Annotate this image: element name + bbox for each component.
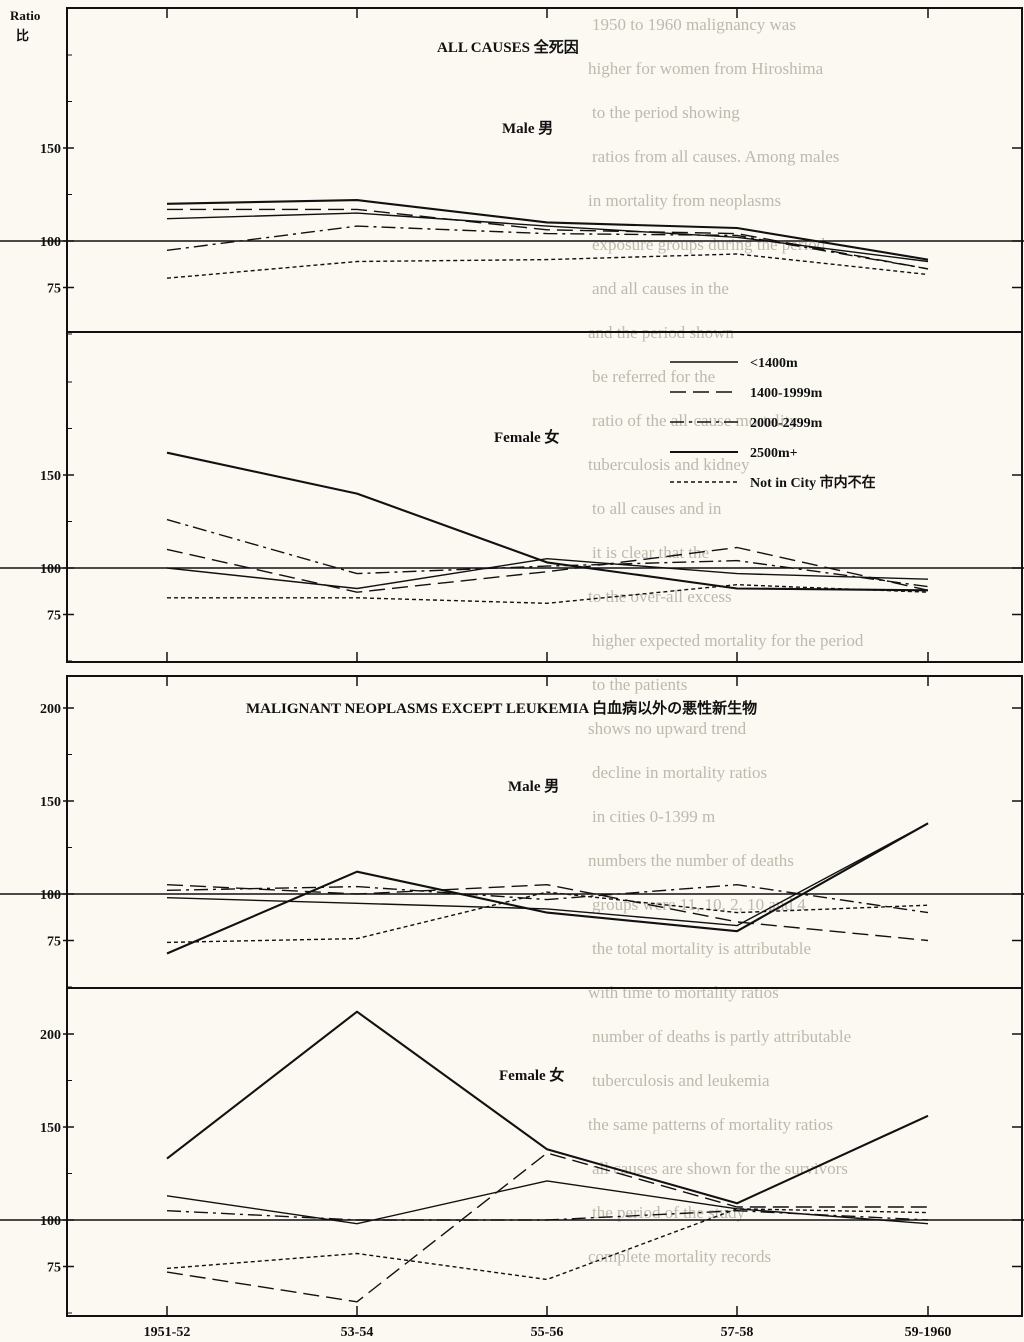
legend: <1400m 1400-1999m 2000-2499m 2500m+ Not in C… xyxy=(670,356,876,491)
background-page-text: 1950 to 1960 malignancy was higher for wo… xyxy=(588,15,864,1266)
series-line-4-3 xyxy=(166,1209,929,1221)
all-causes-female-label: Female 女 xyxy=(494,428,559,446)
all-causes-male-label: Male 男 xyxy=(502,120,553,137)
series-line-4-4 xyxy=(166,1010,929,1205)
x-tick-label: 55-56 xyxy=(531,1325,564,1340)
series-line-1-5 xyxy=(166,253,929,279)
y-tick-label: 150 xyxy=(40,142,61,157)
x-tick-label: 59-1960 xyxy=(905,1325,952,1340)
background-text-line: it is clear that the xyxy=(592,543,709,562)
background-text-line: decline in mortality ratios xyxy=(592,763,767,782)
series-line-3-5 xyxy=(166,891,929,944)
x-tick-label: 53-54 xyxy=(341,1325,374,1340)
y-tick-label: 75 xyxy=(47,282,61,297)
y-tick-label: 200 xyxy=(40,1028,61,1043)
y-tick-label: 150 xyxy=(40,1121,61,1136)
x-axis-labels: 1951-52 53-54 55-56 57-58 59-1960 xyxy=(144,1325,952,1340)
background-text-line: groups were 11, 10, 2, 10 and 4 xyxy=(592,895,806,914)
background-text-line: higher for women from Hiroshima xyxy=(588,59,824,78)
neoplasms-male-label: Male 男 xyxy=(508,778,559,795)
background-text-line: shows no upward trend xyxy=(588,719,747,738)
series-line-3-1 xyxy=(166,822,929,927)
series-line-3-2 xyxy=(166,884,929,942)
background-text-line: higher expected mortality for the period xyxy=(592,631,864,650)
y-tick-label: 75 xyxy=(47,609,61,624)
all-causes-title: ALL CAUSES 全死因 xyxy=(437,38,579,56)
background-text-line: in cities 0-1399 m xyxy=(592,807,715,826)
series-line-1-4 xyxy=(166,199,929,261)
neoplasms-title: MALIGNANT NEOPLASMS EXCEPT LEUKEMIA 白血病以… xyxy=(246,699,757,717)
legend-label: 1400-1999m xyxy=(750,386,823,401)
y-tick-label: 100 xyxy=(40,888,61,903)
y-tick-label: 75 xyxy=(47,1261,61,1276)
legend-label: Not in City 市内不在 xyxy=(750,474,876,491)
series-line-3-3 xyxy=(166,884,929,914)
background-text-line: number of deaths is partly attributable xyxy=(592,1027,851,1046)
neoplasms-female-label: Female 女 xyxy=(499,1066,564,1084)
y-axis-label-jp: 比 xyxy=(16,28,29,43)
series-line-2-4 xyxy=(166,451,929,592)
background-text-line: with time to mortality ratios xyxy=(588,983,779,1002)
series-line-4-5 xyxy=(166,1208,929,1281)
background-text-line: tuberculosis and leukemia xyxy=(592,1071,770,1090)
background-text-line: tuberculosis and kidney xyxy=(588,455,750,474)
background-text-line: the total mortality is attributable xyxy=(592,939,811,958)
legend-label: 2500m+ xyxy=(750,446,798,461)
background-text-line: the period of the study xyxy=(592,1203,745,1222)
series-line-2-5 xyxy=(167,584,929,604)
series-line-3-4 xyxy=(166,822,929,955)
y-tick-label: 100 xyxy=(40,562,61,577)
y-tick-label: 75 xyxy=(47,935,61,950)
background-text-line: ratio of the all-cause mortality xyxy=(592,411,798,430)
x-tick-label: 57-58 xyxy=(721,1325,754,1340)
background-text-line: to the period showing xyxy=(592,103,740,122)
background-text-line: all causes are shown for the survivors xyxy=(592,1159,848,1178)
x-tick-label: 1951-52 xyxy=(144,1325,191,1340)
y-tick-label: 150 xyxy=(40,795,61,810)
background-text-line: in mortality from neoplasms xyxy=(588,191,781,210)
background-text-line: to the over-all excess xyxy=(588,587,732,606)
background-text-line: the same patterns of mortality ratios xyxy=(588,1115,833,1134)
legend-label: <1400m xyxy=(750,356,798,371)
legend-label: 2000-2499m xyxy=(750,416,823,431)
background-text-line: 1950 to 1960 malignancy was xyxy=(592,15,796,34)
upper-chart-frame xyxy=(66,7,1023,663)
y-tick-label: 200 xyxy=(40,702,61,717)
y-tick-label: 100 xyxy=(40,1214,61,1229)
series-line-4-1 xyxy=(166,1180,929,1225)
series-line-2-3 xyxy=(166,518,929,588)
background-text-line: ratios from all causes. Among males xyxy=(592,147,839,166)
background-text-line: numbers the number of deaths xyxy=(588,851,794,870)
background-text-line: be referred for the xyxy=(592,367,715,386)
background-text-line: complete mortality records xyxy=(588,1247,771,1266)
series-line-1-3 xyxy=(166,225,929,270)
series-line-1-2 xyxy=(167,208,929,270)
series-line-2-1 xyxy=(166,558,929,590)
series-line-4-2 xyxy=(166,1152,928,1303)
y-axis-label: Ratio xyxy=(10,8,40,23)
background-text-line: and all causes in the xyxy=(592,279,729,298)
background-text-line: to the patients xyxy=(592,675,687,694)
y-tick-label: 100 xyxy=(40,235,61,250)
y-tick-label: 150 xyxy=(40,469,61,484)
background-text-line: to all causes and in xyxy=(592,499,722,518)
series-line-2-2 xyxy=(166,546,929,593)
panels: 75 100 150 75 100 150 75 100 150 200 75 100 150 200 xyxy=(0,8,1024,1316)
lower-chart-frame xyxy=(66,675,1023,1317)
